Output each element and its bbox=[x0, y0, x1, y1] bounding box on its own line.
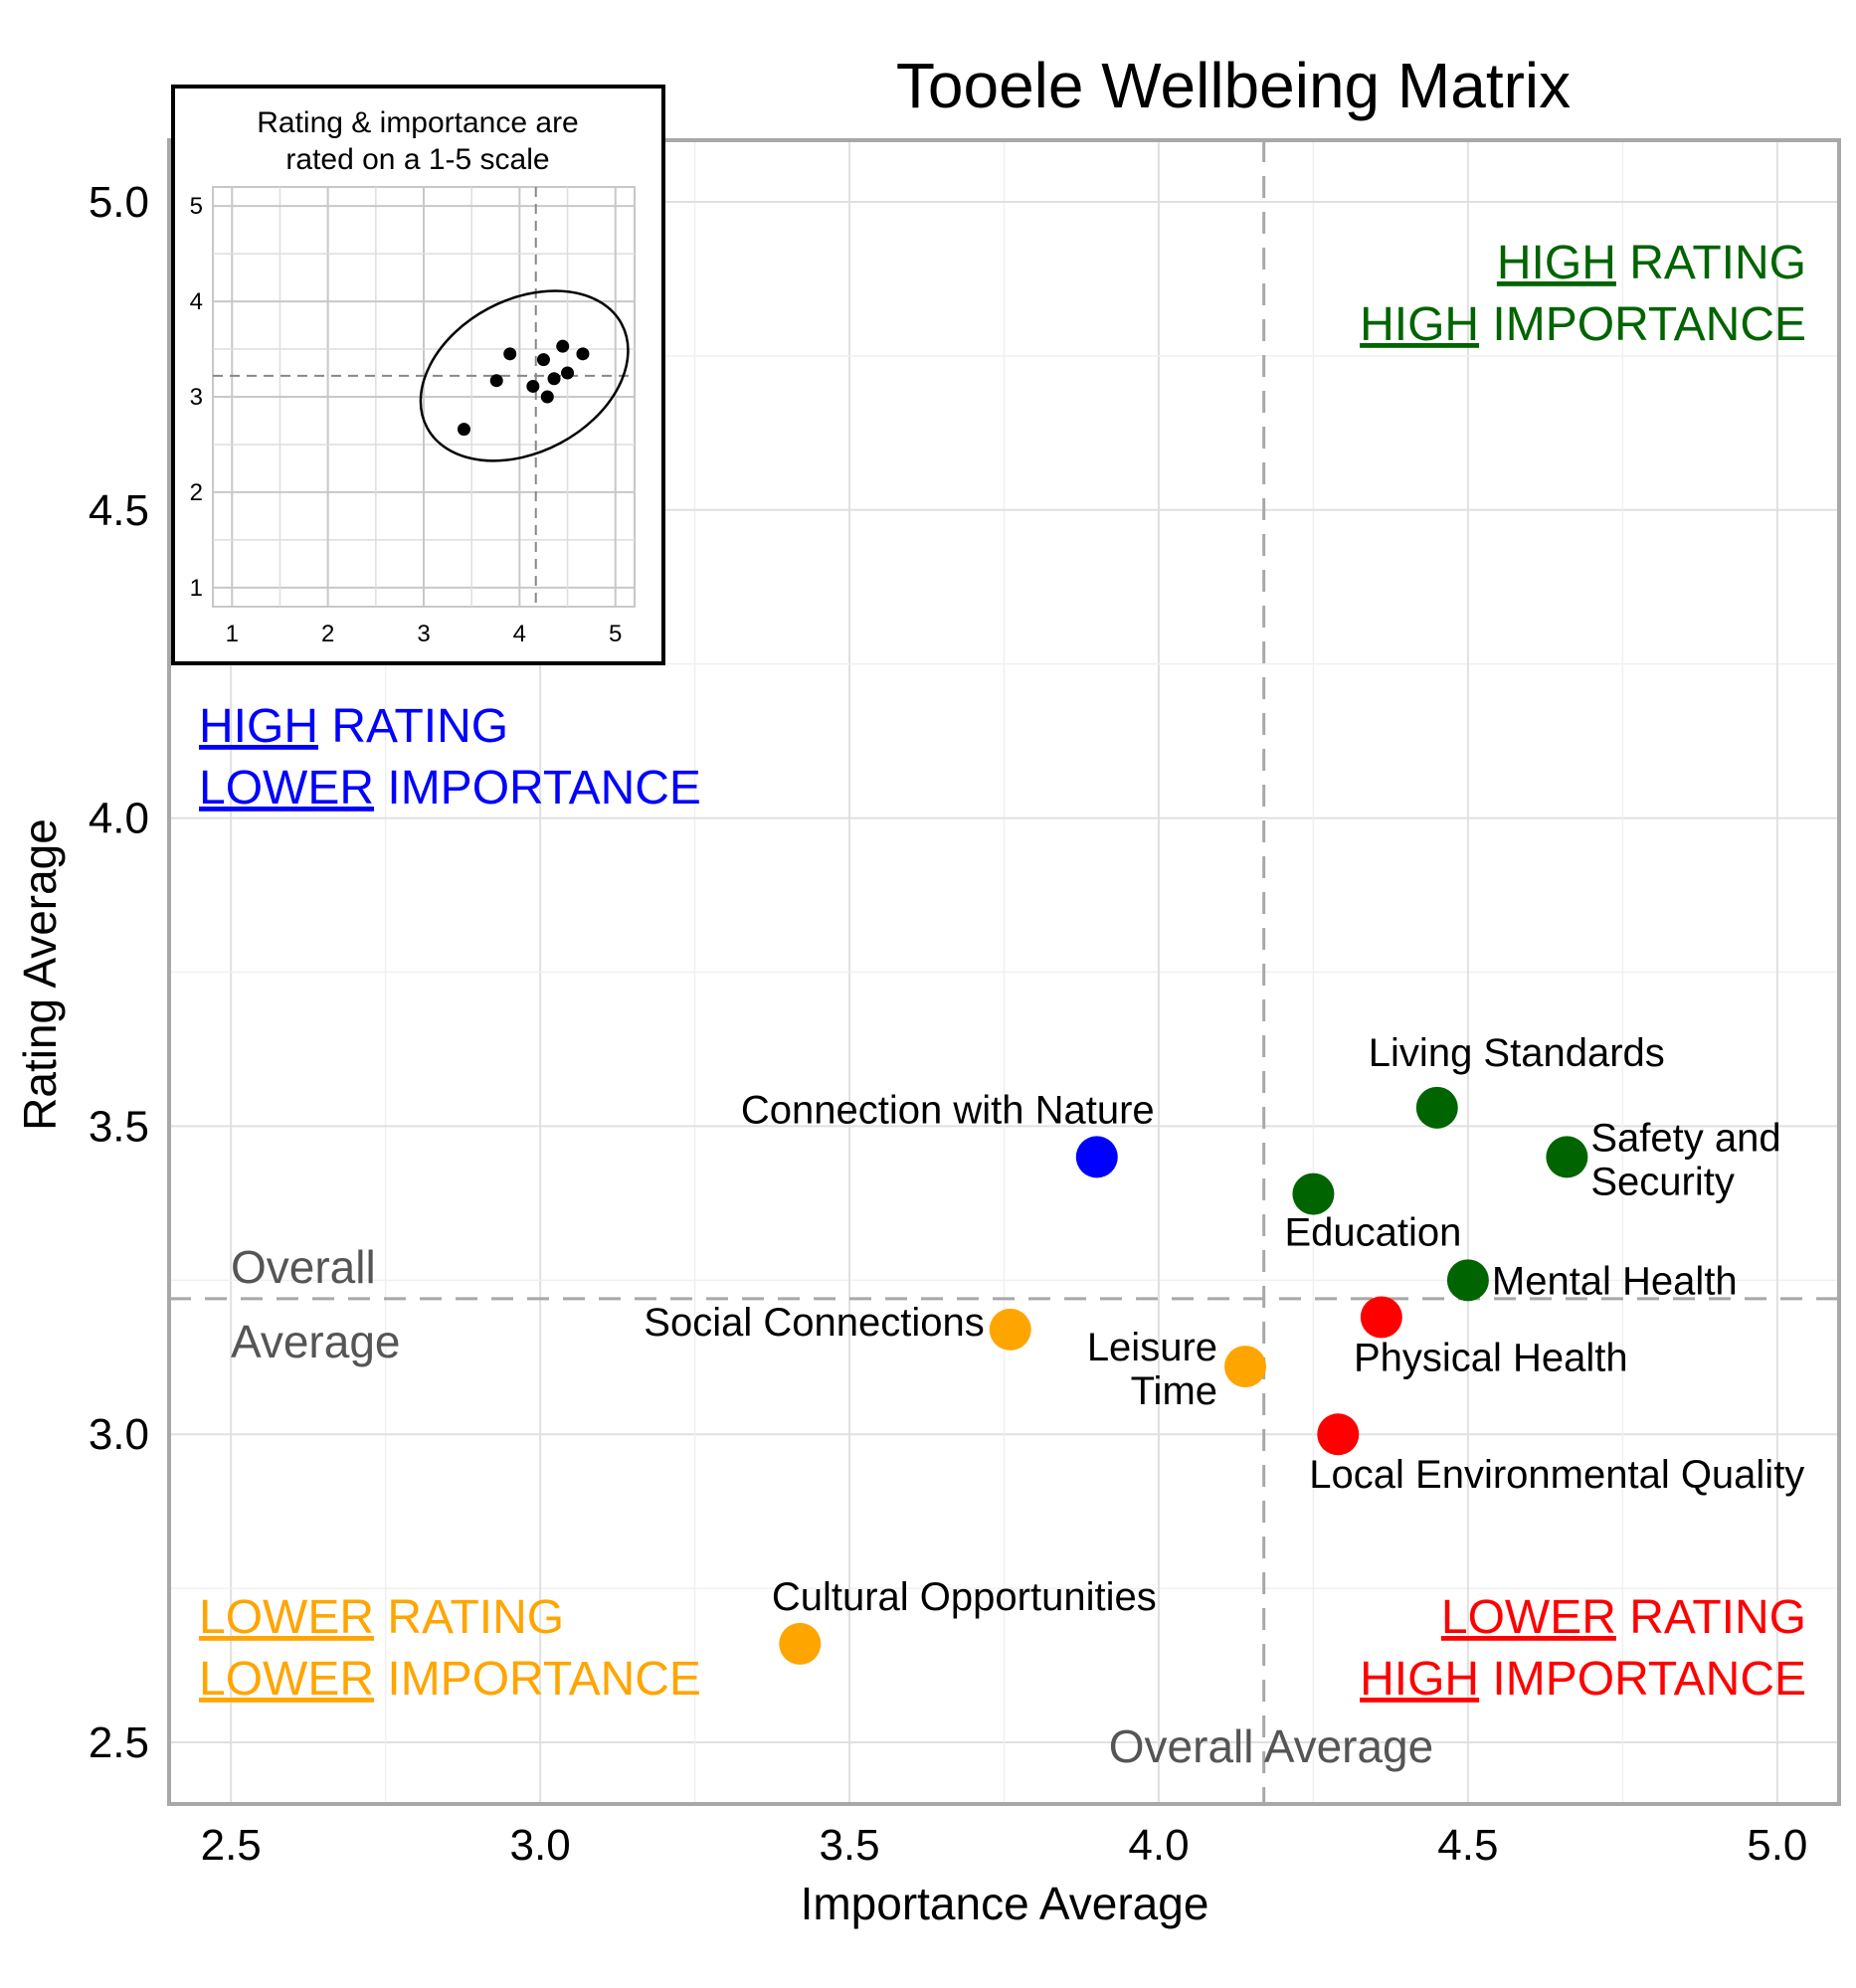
x-tick-label: 2.5 bbox=[201, 1821, 262, 1870]
inset-y-tick-label: 4 bbox=[190, 288, 203, 315]
quadrant-high-low-line1: HIGH RATING bbox=[199, 700, 508, 753]
inset-y-tick-label: 1 bbox=[190, 575, 203, 602]
y-tick-label: 3.0 bbox=[89, 1410, 149, 1459]
data-points bbox=[779, 1086, 1588, 1665]
chart-title: Tooele Wellbeing Matrix bbox=[896, 50, 1571, 121]
quadrant-low-low-b2: IMPORTANCE bbox=[374, 1653, 701, 1706]
inset-point bbox=[457, 423, 470, 437]
point-social-connections bbox=[989, 1308, 1031, 1351]
inset-x-tick-label: 4 bbox=[513, 621, 526, 647]
label-mental-health: Mental Health bbox=[1492, 1259, 1738, 1303]
x-tick-label: 3.5 bbox=[819, 1821, 879, 1870]
overall-average-y-label-1: Overall bbox=[231, 1241, 376, 1293]
y-tick-label: 4.0 bbox=[89, 795, 149, 843]
inset-point bbox=[540, 390, 554, 404]
inset-ticks: 1 2 3 4 5 1 2 3 4 5 bbox=[190, 193, 623, 647]
label-physical-health: Physical Health bbox=[1354, 1336, 1628, 1379]
inset-x-tick-label: 2 bbox=[321, 621, 334, 647]
point-cultural-opportunities bbox=[779, 1622, 822, 1665]
y-tick-label: 3.5 bbox=[89, 1102, 149, 1151]
inset-y-tick-label: 2 bbox=[190, 479, 203, 506]
point-connection-with-nature bbox=[1075, 1136, 1118, 1178]
point-local-environmental-quality bbox=[1317, 1413, 1360, 1456]
inset-title-line2: rated on a 1-5 scale bbox=[285, 143, 549, 176]
quadrant-high-low-b1: RATING bbox=[318, 700, 508, 753]
x-tick-label: 3.0 bbox=[510, 1821, 571, 1870]
inset-grid bbox=[212, 186, 636, 608]
quadrant-low-high-b1: RATING bbox=[1616, 1591, 1806, 1644]
quadrant-high-low-a2: LOWER bbox=[199, 762, 374, 814]
quadrant-high-high-a1: HIGH bbox=[1497, 237, 1616, 289]
inset-scale-explainer: Rating & importance are rated on a 1-5 s… bbox=[171, 85, 665, 665]
y-tick-label: 4.5 bbox=[89, 486, 149, 535]
label-living-standards: Living Standards bbox=[1369, 1031, 1665, 1075]
overall-average-y-label-2: Average bbox=[231, 1316, 401, 1367]
quadrant-low-low-a2: LOWER bbox=[199, 1653, 374, 1706]
inset-point bbox=[556, 339, 570, 353]
quadrant-high-high-line2: HIGH IMPORTANCE bbox=[1360, 298, 1806, 351]
y-tick-label: 2.5 bbox=[89, 1718, 149, 1767]
quadrant-low-low-line2: LOWER IMPORTANCE bbox=[199, 1653, 701, 1706]
axis-ticks: 2.5 3.0 3.5 4.0 4.5 5.0 2.5 3.0 3.5 4.0 4.5 5.0 bbox=[89, 178, 1808, 1870]
quadrant-low-low-line1: LOWER RATING bbox=[199, 1591, 564, 1644]
quadrant-low-high-a2: HIGH bbox=[1360, 1653, 1479, 1706]
point-leisure-time bbox=[1224, 1346, 1267, 1388]
inset-y-tick-label: 3 bbox=[190, 384, 203, 411]
quadrant-high-high-b2: IMPORTANCE bbox=[1479, 298, 1806, 351]
inset-point bbox=[547, 372, 561, 386]
label-safety-and-security-line: Safety and bbox=[1590, 1116, 1780, 1160]
label-leisure-time-line: Leisure bbox=[1087, 1326, 1217, 1369]
quadrant-high-low-a1: HIGH bbox=[199, 700, 318, 753]
inset-x-tick-label: 3 bbox=[417, 621, 430, 647]
grid-lines bbox=[169, 140, 1839, 1804]
label-education: Education bbox=[1284, 1211, 1461, 1255]
quadrant-high-low-b2: IMPORTANCE bbox=[374, 762, 701, 814]
label-safety-and-security: Safety and Security bbox=[1590, 1116, 1780, 1203]
point-safety-and-security bbox=[1546, 1136, 1588, 1178]
x-tick-label: 4.0 bbox=[1128, 1821, 1189, 1870]
label-leisure-time-line: Time bbox=[1131, 1369, 1217, 1413]
point-living-standards bbox=[1415, 1086, 1458, 1129]
inset-point bbox=[576, 347, 590, 361]
x-tick-label: 5.0 bbox=[1747, 1821, 1807, 1870]
label-social-connections: Social Connections bbox=[644, 1301, 984, 1345]
inset-point bbox=[561, 366, 575, 380]
label-cultural-opportunities: Cultural Opportunities bbox=[772, 1575, 1157, 1619]
inset-y-tick-label: 5 bbox=[190, 193, 203, 220]
inset-x-tick-label: 5 bbox=[609, 621, 622, 647]
quadrant-high-high-line1: HIGH RATING bbox=[1497, 237, 1806, 289]
quadrant-high-low-line2: LOWER IMPORTANCE bbox=[199, 762, 701, 814]
label-safety-and-security-line: Security bbox=[1590, 1160, 1735, 1203]
inset-point bbox=[503, 347, 517, 361]
inset-cluster-ellipse bbox=[419, 289, 630, 462]
quadrant-low-high-line2: HIGH IMPORTANCE bbox=[1360, 1653, 1806, 1706]
quadrant-low-high-line1: LOWER RATING bbox=[1441, 1591, 1806, 1644]
quadrant-low-high-b2: IMPORTANCE bbox=[1479, 1653, 1806, 1706]
inset-title-line1: Rating & importance are bbox=[257, 106, 579, 139]
plot-panel-border bbox=[167, 138, 1841, 1806]
label-connection-with-nature: Connection with Nature bbox=[741, 1088, 1155, 1132]
point-education bbox=[1292, 1173, 1335, 1215]
label-leisure-time: Leisure Time bbox=[1087, 1326, 1217, 1413]
inset-points bbox=[457, 339, 590, 437]
x-tick-label: 4.5 bbox=[1437, 1821, 1498, 1870]
y-axis-title: Rating Average bbox=[14, 818, 66, 1131]
quadrant-high-high-b1: RATING bbox=[1616, 237, 1806, 289]
y-tick-label: 5.0 bbox=[89, 178, 149, 227]
point-mental-health bbox=[1446, 1259, 1489, 1302]
inset-point bbox=[536, 353, 550, 367]
data-point-labels: Living Standards Safety and Security Educat… bbox=[644, 1031, 1804, 1619]
label-local-environmental-quality: Local Environmental Quality bbox=[1309, 1453, 1804, 1497]
quadrant-high-high-a2: HIGH bbox=[1360, 298, 1479, 351]
quadrant-low-high-a1: LOWER bbox=[1441, 1591, 1616, 1644]
inset-point bbox=[489, 374, 503, 388]
quadrant-low-low-b1: RATING bbox=[374, 1591, 564, 1644]
point-physical-health bbox=[1360, 1296, 1402, 1339]
x-axis-title: Importance Average bbox=[801, 1878, 1209, 1929]
quadrant-low-low-a1: LOWER bbox=[199, 1591, 374, 1644]
inset-point bbox=[526, 379, 540, 393]
overall-average-x-label: Overall Average bbox=[1109, 1720, 1433, 1772]
inset-x-tick-label: 1 bbox=[226, 621, 239, 647]
